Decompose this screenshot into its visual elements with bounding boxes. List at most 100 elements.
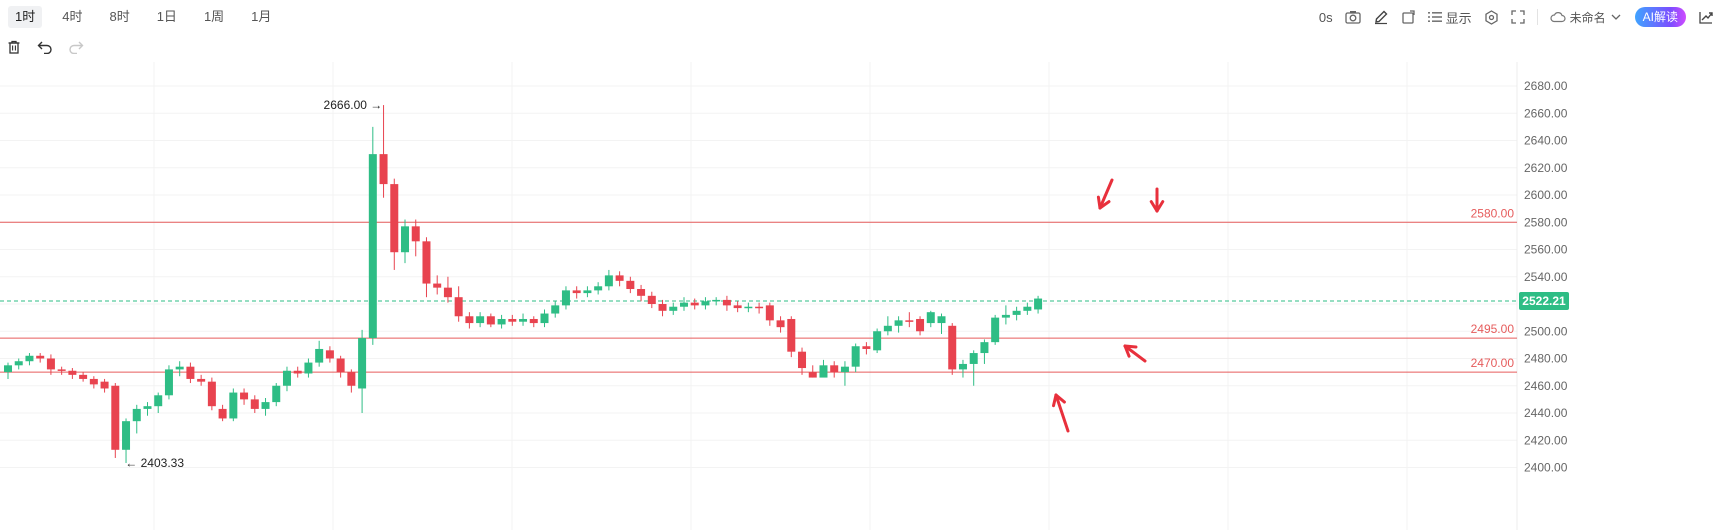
price-axis-tick-label: 2420.00 (1524, 433, 1568, 447)
candle-down (572, 290, 581, 294)
current-price-tag-label: 2522.21 (1522, 294, 1566, 308)
candle-down (658, 304, 667, 311)
candle-down (57, 369, 66, 371)
price-axis-tick-label: 2540.00 (1524, 270, 1568, 284)
price-axis-tick-label: 2660.00 (1524, 106, 1568, 120)
candle-down (250, 399, 259, 409)
price-axis-tick-label: 2620.00 (1524, 161, 1568, 175)
trend-icon[interactable] (1698, 6, 1714, 28)
layout-name: 未命名 (1569, 10, 1606, 25)
annotation-arrow-head (1098, 200, 1111, 210)
candle-up (958, 363, 967, 370)
candle-down (765, 305, 774, 321)
candle-up (604, 275, 613, 287)
fullscreen-icon[interactable] (1510, 6, 1525, 28)
candle-down (379, 154, 388, 185)
candle-up (744, 306, 753, 309)
candle-up (282, 370, 291, 386)
candle-up (497, 318, 506, 325)
candle-up (980, 342, 989, 354)
candle-down (207, 381, 216, 407)
timeframe-1d[interactable]: 1日 (156, 9, 177, 24)
candle-down (508, 318, 517, 322)
camera-icon[interactable] (1344, 6, 1361, 28)
candle-down (433, 283, 442, 288)
candle-up (851, 346, 860, 367)
candle-up (873, 331, 882, 351)
annotation-arrow-head (1123, 344, 1138, 349)
price-axis-tick-label: 2480.00 (1524, 352, 1568, 366)
candle-up (315, 348, 324, 363)
timeframe-selector: 1时 4时 8时 1日 1周 1月 (3, 6, 286, 28)
right-toolbar: 0s 显示 未命名 (1307, 0, 1714, 34)
price-axis-tick-label: 2560.00 (1524, 243, 1568, 257)
candle-down (486, 316, 495, 325)
candle-up (883, 325, 892, 332)
candle-up (175, 366, 184, 370)
candle-up (551, 305, 560, 314)
candle-down (336, 358, 345, 373)
candle-down (293, 370, 302, 374)
candle-down (615, 275, 624, 281)
chart-area[interactable]: 2680.00 2660.00 2640.00 2620.00 2600.00 2580.… (0, 62, 1720, 530)
candle-down (68, 370, 77, 375)
display-button[interactable]: 显示 (1427, 6, 1472, 28)
candle-down (862, 346, 871, 349)
candle-up (304, 362, 313, 374)
annotation-arrow-icon (1123, 344, 1147, 363)
candle-up (261, 402, 270, 409)
candle-down (722, 299, 731, 306)
candle-down (46, 358, 55, 370)
ai-analysis-button[interactable]: AI解读 (1634, 7, 1686, 27)
candle-down (36, 355, 45, 359)
trash-icon[interactable] (3, 36, 25, 58)
gear-icon[interactable] (1484, 6, 1499, 28)
annotation-arrow-head (1096, 195, 1102, 210)
candle-down (100, 381, 109, 389)
candle-up (679, 302, 688, 307)
timeframe-8h[interactable]: 8时 (109, 9, 130, 24)
divider (1536, 9, 1538, 25)
top-toolbar: 1时 4时 8时 1日 1周 1月 0s 显示 (0, 0, 1720, 34)
candle-down (776, 320, 785, 328)
candle-up (712, 299, 721, 302)
candle-up (969, 353, 978, 364)
annotation-arrow-head (1149, 200, 1159, 213)
timeframe-1h[interactable]: 1时 (8, 6, 43, 28)
candle-down (454, 297, 463, 317)
drawing-toolbar (0, 34, 1720, 60)
price-axis-tick-label: 2600.00 (1524, 188, 1568, 202)
candle-down (465, 316, 474, 324)
candle-up (4, 365, 12, 373)
pencil-icon[interactable] (1373, 6, 1389, 28)
price-axis-tick-label: 2640.00 (1524, 134, 1568, 148)
layout-selector[interactable]: 未命名 (1550, 6, 1621, 28)
timeframe-4h[interactable]: 4时 (62, 9, 83, 24)
candle-up (164, 369, 173, 396)
candlestick-chart[interactable]: 2680.00 2660.00 2640.00 2620.00 2600.00 2580.… (0, 62, 1720, 530)
candle-up (669, 306, 678, 311)
candle-up (926, 312, 935, 324)
undo-icon[interactable] (34, 36, 56, 58)
timeframe-1m[interactable]: 1月 (251, 9, 272, 24)
annotation-arrow-head (1054, 393, 1066, 404)
horizontal-level-label: 2580.00 (1471, 206, 1515, 220)
horizontal-level-label: 2470.00 (1471, 356, 1515, 370)
candle-up (143, 406, 152, 409)
candle-up (701, 301, 710, 306)
candle-up (14, 361, 23, 366)
candle-down (830, 365, 839, 373)
timeframe-1w[interactable]: 1周 (203, 9, 225, 24)
candle-down (89, 378, 98, 385)
candle-up (1023, 306, 1032, 311)
annotation-arrow-head (1155, 200, 1165, 213)
cloud-icon (1550, 11, 1570, 23)
candle-down (733, 305, 742, 309)
candle-down (422, 241, 431, 284)
candle-down (411, 226, 420, 242)
candle-up (401, 226, 410, 253)
candle-up (561, 290, 570, 306)
share-icon[interactable] (1401, 6, 1416, 28)
candle-down (186, 366, 195, 379)
candle-down (905, 320, 914, 322)
